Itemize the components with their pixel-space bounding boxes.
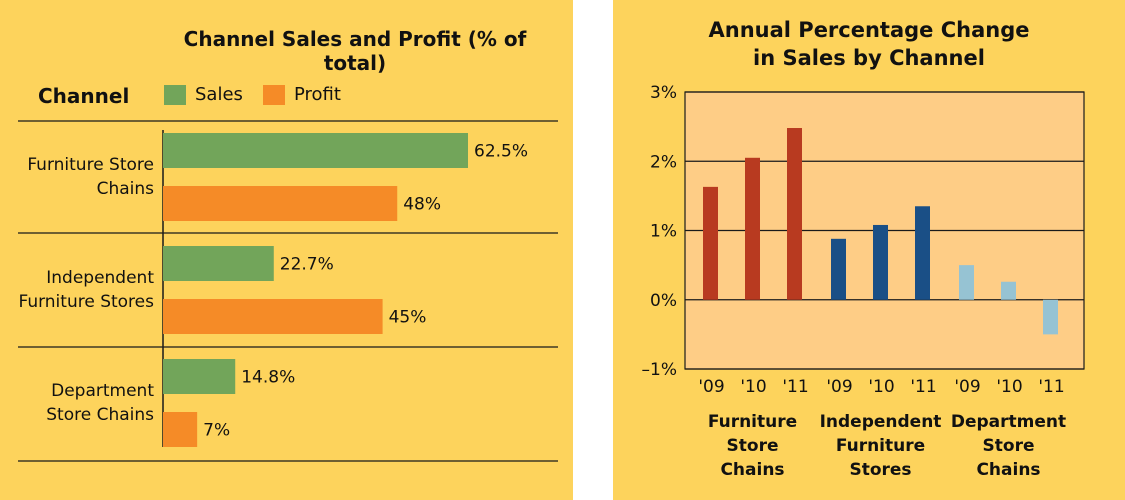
group-label: Chains xyxy=(976,460,1040,480)
legend-swatch-profit xyxy=(263,84,285,105)
x-tick-label: '09 xyxy=(698,377,724,397)
category-label: Chains xyxy=(97,179,155,199)
x-tick-label: '09 xyxy=(954,377,980,397)
group-label: Store xyxy=(727,436,779,456)
bar-profit xyxy=(163,299,383,334)
y-tick-label: 0% xyxy=(650,291,677,311)
right-chart-plot: 3% 2% 1% 0% –1% '09 '10 '11 Furniture Store Chains… xyxy=(642,83,1085,480)
legend-label-sales: Sales xyxy=(195,84,243,105)
left-chart-panel: Channel Sales and Profit (% of total) Ch… xyxy=(0,0,573,500)
group-label: Chains xyxy=(720,460,784,480)
legend-item-sales: Sales xyxy=(164,84,243,105)
group-label: Independent xyxy=(820,412,942,432)
category-label: Furniture Store xyxy=(27,155,154,175)
x-tick-label: '11 xyxy=(782,377,808,397)
left-chart-title: Channel Sales and Profit (% of total) xyxy=(183,27,527,75)
y-tick-label: 3% xyxy=(650,83,677,103)
y-tick-label: –1% xyxy=(642,360,677,380)
data-label-sales: 22.7% xyxy=(280,255,334,275)
group-label: Stores xyxy=(849,460,911,480)
bar-sales xyxy=(163,133,468,168)
right-chart-panel: Annual Percentage Change in Sales by Cha… xyxy=(613,0,1125,500)
bar-1-2 xyxy=(745,157,760,300)
group-label: Furniture xyxy=(708,412,797,432)
bar-sales xyxy=(163,359,236,394)
data-label-profit: 48% xyxy=(403,195,441,215)
data-label-profit: 45% xyxy=(389,308,427,328)
bar-profit xyxy=(163,412,198,447)
category-label: Department xyxy=(51,381,154,401)
right-chart-title-line-2: in Sales by Channel xyxy=(753,46,985,70)
bar-profit xyxy=(163,186,398,221)
right-chart-title-line-1: Annual Percentage Change xyxy=(708,18,1030,42)
x-tick-label: '11 xyxy=(910,377,936,397)
right-chart-title: Annual Percentage Change in Sales by Cha… xyxy=(613,16,1125,72)
x-tick-label: '10 xyxy=(740,377,766,397)
bar-2-2 xyxy=(873,224,888,300)
category-label: Store Chains xyxy=(46,405,154,425)
data-label-sales: 62.5% xyxy=(474,142,528,162)
bar-2-1 xyxy=(831,238,846,300)
bar-3-3 xyxy=(1043,299,1058,335)
legend-item-profit: Profit xyxy=(263,84,341,105)
bar-1-1 xyxy=(703,186,718,300)
x-tick-label: '10 xyxy=(996,377,1022,397)
group-label: Store xyxy=(983,436,1035,456)
bar-sales xyxy=(163,246,274,281)
bar-3-2 xyxy=(1001,281,1016,300)
x-tick-label: '09 xyxy=(826,377,852,397)
bar-3-1 xyxy=(959,265,974,300)
legend-label-profit: Profit xyxy=(294,84,341,105)
legend-swatch-sales xyxy=(164,84,186,105)
group-label: Furniture xyxy=(836,436,925,456)
bar-2-3 xyxy=(915,206,930,300)
category-label: Independent xyxy=(46,268,154,288)
left-chart-plot: Furniture Store Chains 62.5% 48% Independent… xyxy=(18,120,558,462)
data-label-sales: 14.8% xyxy=(241,368,295,388)
channel-column-header: Channel xyxy=(38,84,130,108)
group-label: Department xyxy=(951,412,1066,432)
x-tick-label: '11 xyxy=(1038,377,1064,397)
data-label-profit: 7% xyxy=(203,421,230,441)
category-label: Furniture Stores xyxy=(18,292,154,312)
x-tick-label: '10 xyxy=(868,377,894,397)
bar-1-3 xyxy=(787,128,802,300)
y-tick-label: 1% xyxy=(650,222,677,242)
y-tick-label: 2% xyxy=(650,152,677,172)
